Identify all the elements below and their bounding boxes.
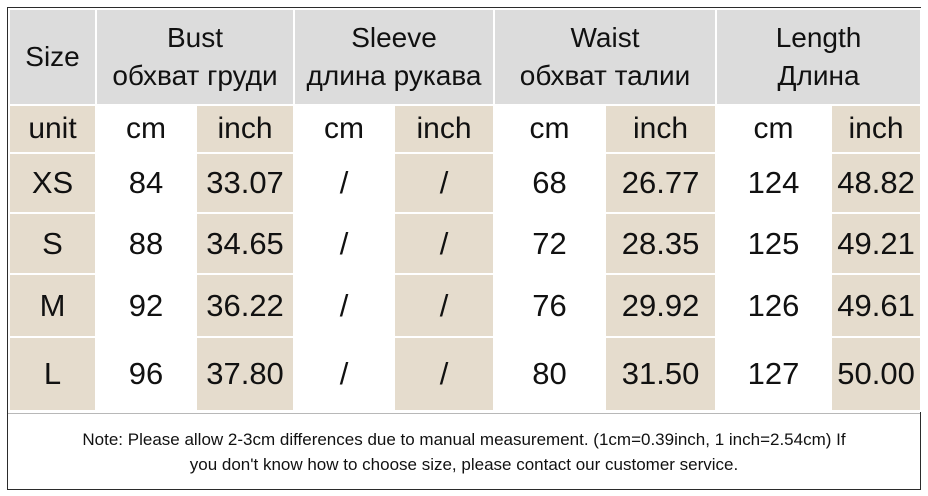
sleeve-header-en: Sleeve	[351, 22, 437, 53]
table-cell: 68	[493, 152, 607, 214]
unit-cell: cm	[95, 104, 197, 154]
table-cell: 26.77	[604, 152, 718, 214]
size-table: Size Bust обхват груди Sleeve длина рука…	[8, 8, 923, 412]
unit-cell: inch	[830, 104, 923, 154]
waist-header: Waist обхват талии	[493, 8, 718, 106]
size-chart: Size Bust обхват груди Sleeve длина рука…	[7, 7, 923, 490]
table-cell: 126	[715, 273, 833, 338]
table-cell: 72	[493, 212, 607, 275]
table-cell: 34.65	[194, 212, 296, 275]
table-cell: /	[293, 336, 396, 412]
unit-label: unit	[8, 104, 97, 154]
table-cell: /	[393, 273, 496, 338]
table-cell: 37.80	[194, 336, 296, 412]
table-cell: 49.21	[830, 212, 923, 275]
bust-header-ru: обхват груди	[112, 60, 278, 91]
bust-header: Bust обхват груди	[94, 8, 296, 106]
bust-header-en: Bust	[166, 22, 224, 53]
table-cell: 76	[493, 273, 607, 338]
waist-header-ru: обхват талии	[519, 60, 691, 91]
note-line: you don't know how to choose size, pleas…	[189, 455, 739, 474]
length-header: Length Длина	[715, 8, 923, 106]
table-cell: 125	[715, 212, 833, 275]
table-cell: 31.50	[604, 336, 718, 412]
size-cell: L	[8, 336, 97, 412]
header-row: Size Bust обхват груди Sleeve длина рука…	[8, 8, 923, 106]
table-cell: /	[293, 273, 396, 338]
sleeve-header: Sleeve длина рукава	[293, 8, 496, 106]
unit-cell: inch	[393, 104, 496, 154]
table-row: S 88 34.65 / / 72 28.35 125 49.21	[8, 212, 923, 275]
table-row: M 92 36.22 / / 76 29.92 126 49.61	[8, 273, 923, 338]
table-cell: /	[393, 336, 496, 412]
table-cell: 28.35	[604, 212, 718, 275]
size-header-label: Size	[25, 41, 80, 72]
table-cell: /	[293, 152, 396, 214]
unit-row: unit cm inch cm inch cm inch cm inch	[8, 104, 923, 154]
table-cell: /	[293, 212, 396, 275]
table-cell: 49.61	[830, 273, 923, 338]
table-cell: 127	[715, 336, 833, 412]
table-cell: 48.82	[830, 152, 923, 214]
size-header: Size	[8, 8, 97, 106]
unit-cell: cm	[715, 104, 833, 154]
table-cell: 29.92	[604, 273, 718, 338]
note-line: Note: Please allow 2-3cm differences due…	[82, 430, 846, 449]
length-header-ru: Длина	[777, 60, 860, 91]
table-cell: 124	[715, 152, 833, 214]
size-cell: S	[8, 212, 97, 275]
table-cell: 33.07	[194, 152, 296, 214]
table-row: XS 84 33.07 / / 68 26.77 124 48.82	[8, 152, 923, 214]
sleeve-header-ru: длина рукава	[306, 60, 482, 91]
table-cell: 50.00	[830, 336, 923, 412]
table-cell: 96	[95, 336, 197, 412]
table-cell: 36.22	[194, 273, 296, 338]
table-cell: /	[393, 152, 496, 214]
size-note: Note: Please allow 2-3cm differences due…	[8, 413, 920, 489]
table-cell: /	[393, 212, 496, 275]
size-cell: XS	[8, 152, 97, 214]
waist-header-en: Waist	[570, 22, 640, 53]
table-cell: 92	[95, 273, 197, 338]
table-row: L 96 37.80 / / 80 31.50 127 50.00	[8, 336, 923, 412]
table-cell: 80	[493, 336, 607, 412]
unit-cell: cm	[293, 104, 396, 154]
size-cell: M	[8, 273, 97, 338]
unit-cell: cm	[493, 104, 607, 154]
table-cell: 84	[95, 152, 197, 214]
length-header-en: Length	[775, 22, 862, 53]
unit-cell: inch	[604, 104, 718, 154]
unit-cell: inch	[194, 104, 296, 154]
table-cell: 88	[95, 212, 197, 275]
